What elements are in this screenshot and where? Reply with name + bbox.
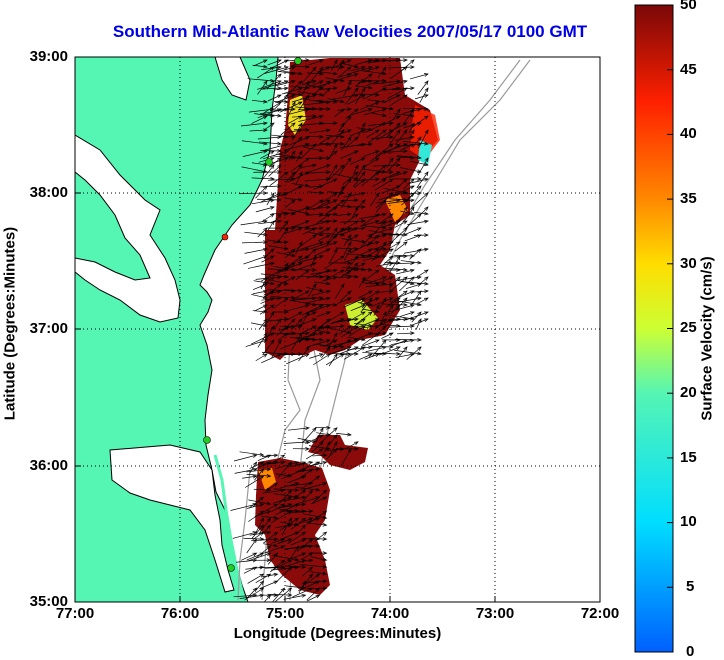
x-tick-label: 72:00 xyxy=(565,605,635,622)
station-marker xyxy=(222,234,228,240)
station-marker xyxy=(295,58,302,65)
x-tick-label: 76:00 xyxy=(145,605,215,622)
colorbar-tick-label: 45 xyxy=(680,61,697,78)
x-tick-label: 75:00 xyxy=(250,605,320,622)
station-marker xyxy=(204,437,211,444)
colorbar-tick-label: 20 xyxy=(680,384,697,401)
colorbar-tick-label: 5 xyxy=(686,578,694,595)
colorbar-tick-label: 40 xyxy=(680,125,697,142)
x-tick-label: 73:00 xyxy=(460,605,530,622)
colorbar-tick-label: 10 xyxy=(680,513,697,530)
y-tick-label: 38:00 xyxy=(14,184,68,201)
colorbar-label: Surface Velocity (cm/s) xyxy=(699,229,716,449)
x-tick-label: 74:00 xyxy=(355,605,425,622)
station-marker xyxy=(266,159,273,166)
colorbar-tick-label: 25 xyxy=(680,319,697,336)
station-marker xyxy=(228,565,235,572)
y-tick-label: 36:00 xyxy=(14,457,68,474)
y-tick-label: 37:00 xyxy=(14,320,68,337)
colorbar-tick-label: 35 xyxy=(680,190,697,207)
x-axis-label: Longitude (Degrees:Minutes) xyxy=(75,625,600,642)
colorbar-tick-label: 30 xyxy=(680,255,697,272)
colorbar-tick-label: 15 xyxy=(680,449,697,466)
y-tick-label: 39:00 xyxy=(14,48,68,65)
x-tick-label: 77:00 xyxy=(40,605,110,622)
colorbar-tick-label: 0 xyxy=(686,643,694,660)
y-axis-label: Latitude (Degrees:Minutes) xyxy=(2,214,19,434)
colorbar-tick-label: 50 xyxy=(680,0,697,13)
